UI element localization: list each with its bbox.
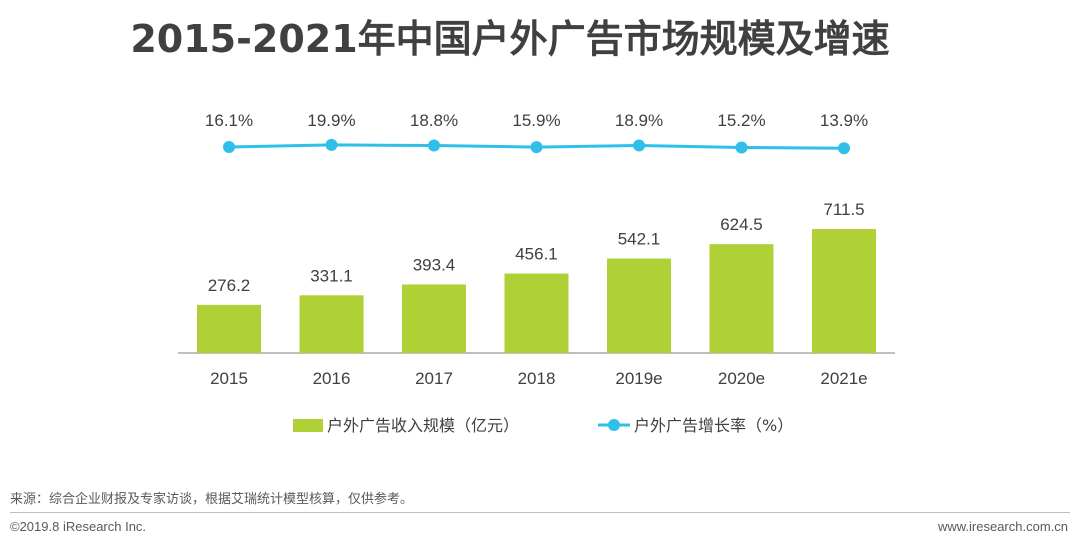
growth-point-2015[interactable]	[223, 141, 235, 153]
growth-point-2020e[interactable]	[735, 141, 748, 154]
bar-2018[interactable]	[504, 273, 569, 353]
bar-2019e[interactable]	[607, 258, 671, 353]
growth-data-label: 16.1%	[205, 111, 253, 130]
bar-data-label: 542.1	[618, 230, 661, 249]
legend-label-bar: 户外广告收入规模（亿元）	[327, 416, 519, 435]
growth-point-2021e[interactable]	[838, 142, 850, 155]
bar-2021e[interactable]	[812, 229, 876, 353]
x-tick-label: 2018	[518, 369, 556, 388]
bar-data-label: 711.5	[823, 200, 864, 219]
growth-data-label: 18.8%	[410, 111, 458, 130]
growth-point-2018[interactable]	[530, 141, 543, 154]
growth-data-label: 15.2%	[717, 111, 765, 130]
chart-title: 2015-2021年中国户外广告市场规模及增速	[130, 17, 890, 61]
bar-data-label: 276.2	[208, 276, 251, 295]
bar-2020e[interactable]	[709, 244, 774, 353]
legend-label-line: 户外广告增长率（%）	[634, 416, 793, 435]
growth-data-label: 19.9%	[307, 111, 355, 130]
legend-swatch-bar	[293, 419, 323, 432]
growth-point-2017[interactable]	[428, 139, 440, 152]
growth-point-2019e[interactable]	[633, 139, 645, 152]
footer-divider	[10, 512, 1070, 513]
bar-data-label: 624.5	[720, 215, 763, 234]
bar-data-label: 456.1	[515, 245, 558, 264]
x-tick-label: 2015	[210, 369, 248, 388]
x-tick-label: 2021e	[820, 369, 867, 388]
growth-data-label: 13.9%	[820, 111, 868, 130]
bar-2017[interactable]	[402, 284, 466, 353]
legend-swatch-marker	[608, 419, 620, 431]
website-link[interactable]: www.iresearch.com.cn	[937, 519, 1068, 534]
x-tick-label: 2016	[313, 369, 351, 388]
bar-2015[interactable]	[197, 304, 261, 353]
growth-point-2016[interactable]	[325, 138, 338, 151]
x-tick-label: 2020e	[718, 369, 765, 388]
x-tick-label: 2017	[415, 369, 453, 388]
growth-data-label: 15.9%	[512, 111, 560, 130]
growth-data-label: 18.9%	[615, 111, 663, 130]
x-tick-label: 2019e	[615, 369, 662, 388]
bar-data-label: 393.4	[413, 255, 456, 274]
copyright-text: ©2019.8 iResearch Inc.	[10, 519, 147, 534]
bar-2016[interactable]	[299, 295, 364, 353]
source-note: 来源：综合企业财报及专家访谈，根据艾瑞统计模型核算，仅供参考。	[10, 492, 414, 507]
bar-data-label: 331.1	[310, 266, 353, 285]
